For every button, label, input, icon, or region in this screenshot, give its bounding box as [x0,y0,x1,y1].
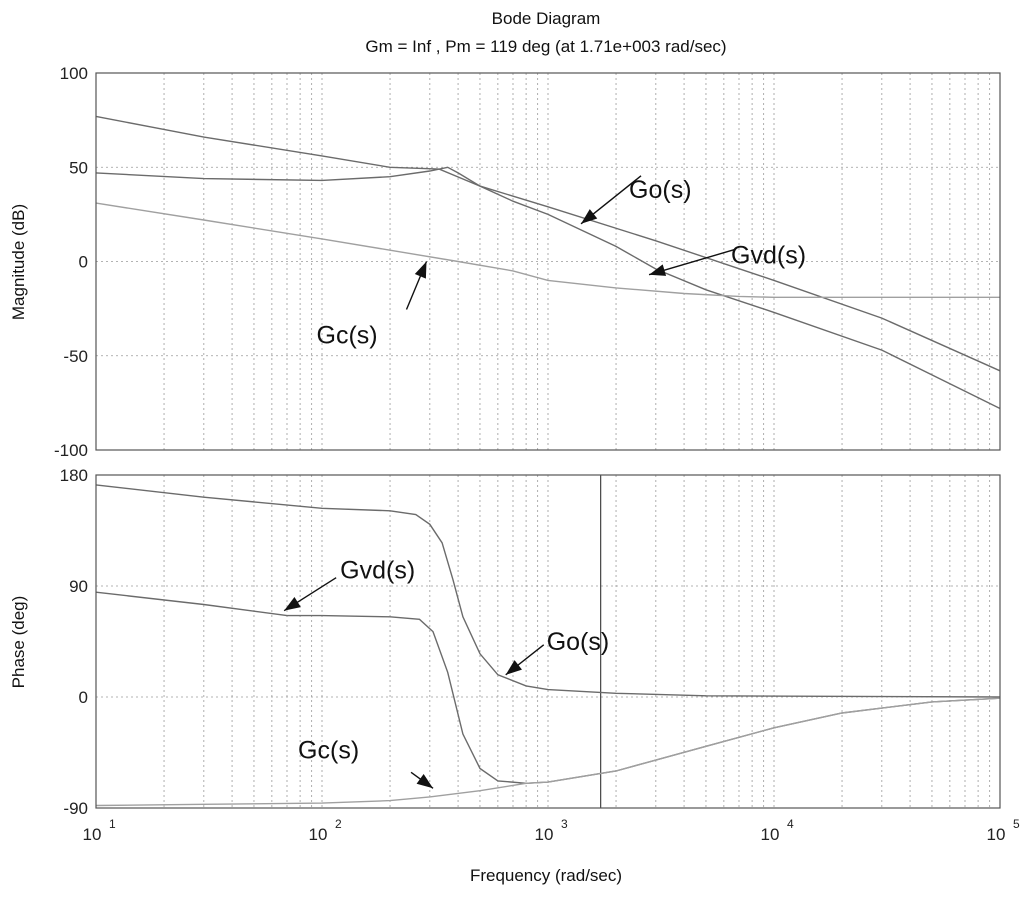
magnitude-series [95,115,1001,410]
phase-axis-label: Phase (deg) [9,596,28,689]
y-tick-label: 0 [79,688,88,707]
x-tick-exponent: 5 [1013,817,1020,831]
y-tick-label: -90 [63,799,88,818]
phase-y-ticks: 180 90 0 -90 [60,466,88,818]
y-tick-label: 90 [69,577,88,596]
annotation-label: Go(s) [547,628,610,656]
magnitude-y-ticks: 100 50 0 -50 -100 [54,64,88,460]
x-tick-exponent: 2 [335,817,342,831]
annotation-arrowhead [416,774,434,789]
annotation-label: Gc(s) [298,736,359,764]
magnitude-annotations: Go(s) Gvd(s) Gc(s) [317,175,806,350]
y-tick-label: 100 [60,64,88,83]
phase-grid [96,475,1000,808]
phase-annotations: Gvd(s) Go(s) Gc(s) [283,557,610,789]
magnitude-axis-label: Magnitude (dB) [9,204,28,320]
y-tick-label: -50 [63,347,88,366]
annotation-arrowhead [284,597,301,611]
annotation-arrowhead [505,660,522,675]
y-tick-label: -100 [54,441,88,460]
magnitude-grid [96,73,1000,450]
phase-axes-frame [95,474,1001,809]
x-tick-label: 10 [83,825,102,844]
series-gcs-line [95,202,1000,298]
annotation-label: Gvd(s) [731,242,806,270]
annotation-label: Gvd(s) [340,557,415,585]
x-tick-label: 10 [309,825,328,844]
annotation-arrowhead [649,264,667,276]
y-tick-label: 0 [79,253,88,272]
series-gos-line [95,484,1001,698]
annotation-label: Gc(s) [317,322,378,350]
y-tick-label: 50 [69,158,88,177]
phase-panel: 180 90 0 -90 Gvd(s) Go(s) Gc(s) Phase (deg) [9,466,1001,818]
x-tick-label: 10 [987,825,1006,844]
series-gvds-line [95,166,1001,410]
x-tick-exponent: 1 [109,817,116,831]
annotation-label: Go(s) [629,176,692,204]
magnitude-axes-frame [95,72,1001,451]
chart-subtitle: Gm = Inf , Pm = 119 deg (at 1.71e+003 ra… [365,37,726,56]
chart-title: Bode Diagram [492,9,601,28]
magnitude-panel: 100 50 0 -50 -100 Go(s) Gvd(s) Gc(s) Magnitude… [9,64,1001,460]
phase-series [95,484,1001,807]
annotation-arrowhead [414,261,427,279]
y-tick-label: 180 [60,466,88,485]
frequency-ticks: 10 1 10 2 10 3 10 4 10 5 [83,817,1020,844]
x-tick-exponent: 3 [561,817,568,831]
x-tick-label: 10 [761,825,780,844]
x-tick-exponent: 4 [787,817,794,831]
frequency-axis-label: Frequency (rad/sec) [470,866,622,885]
series-gcs-line [95,697,1001,807]
x-tick-label: 10 [535,825,554,844]
annotation-arrowhead [581,209,598,224]
